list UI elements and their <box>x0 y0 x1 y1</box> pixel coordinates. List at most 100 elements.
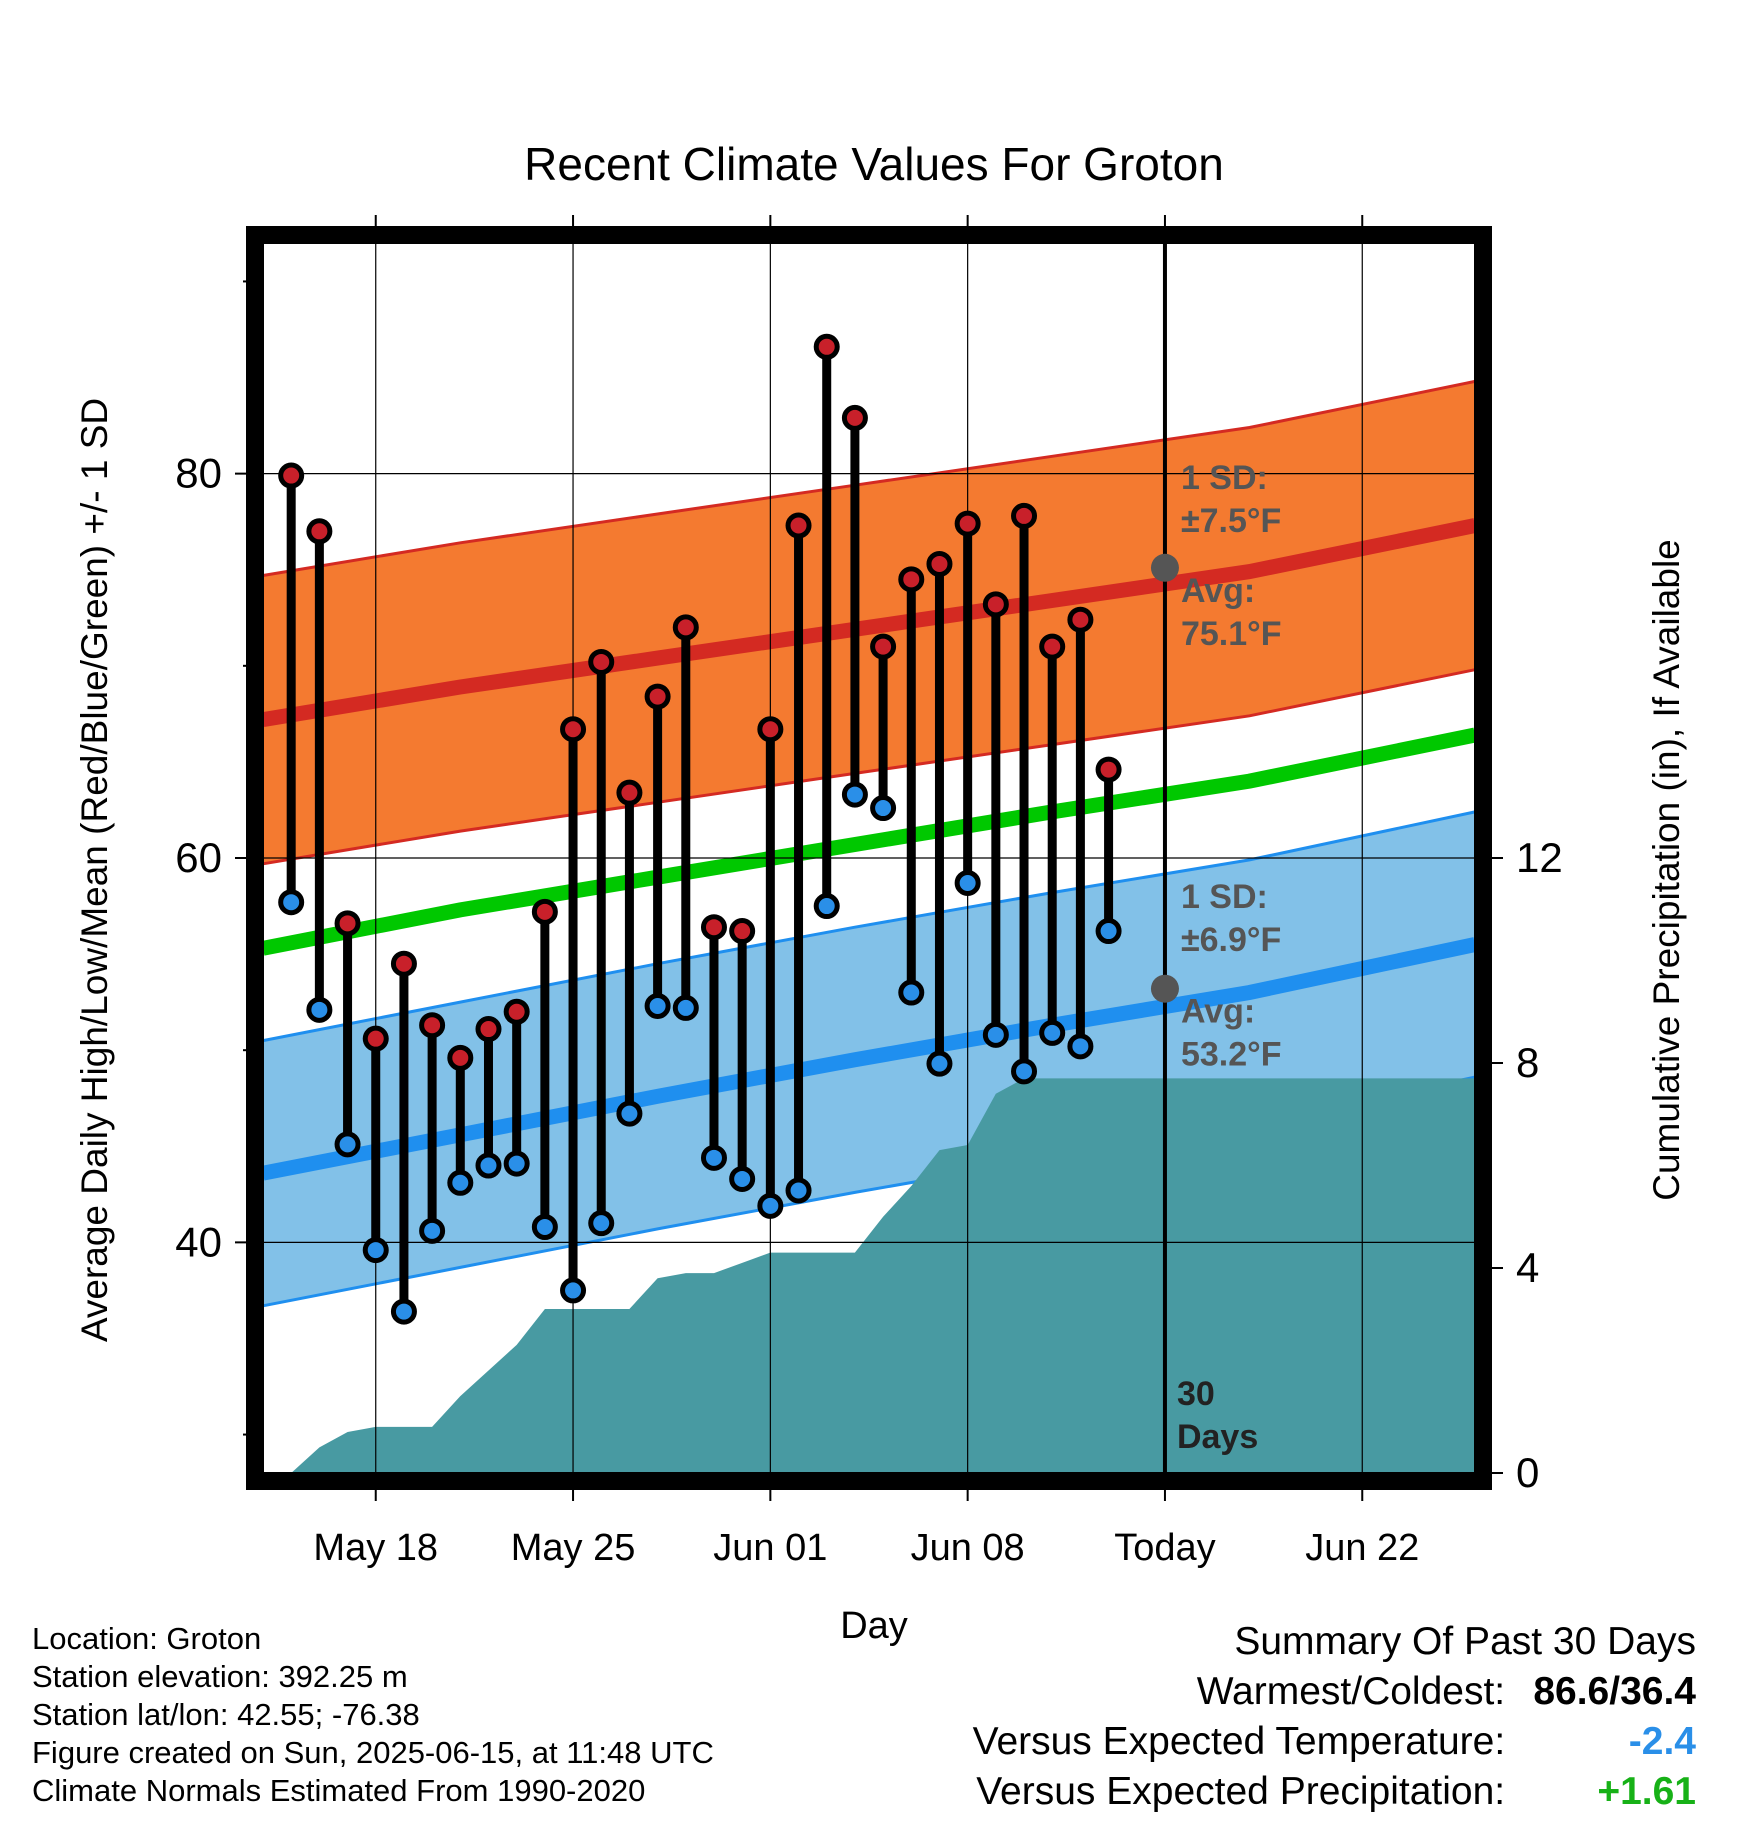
high-band-avg-value: 75.1°F <box>1181 615 1282 653</box>
obs-high-point <box>1039 633 1066 660</box>
period-label-number: 30 <box>1177 1375 1215 1413</box>
obs-low-point <box>926 1050 953 1077</box>
y2-tick-label: 0 <box>1516 1449 1539 1496</box>
obs-low-point <box>390 1298 417 1325</box>
x-tick-label: Jun 08 <box>911 1527 1025 1569</box>
obs-high-point <box>982 591 1009 618</box>
obs-low-point <box>982 1021 1009 1048</box>
high-band-avg-label: Avg: <box>1181 572 1255 610</box>
obs-high-point <box>644 683 671 710</box>
obs-high-point <box>813 333 840 360</box>
created-text: Figure created on Sun, 2025-06-15, at 11… <box>32 1735 714 1770</box>
elevation-text: Station elevation: 392.25 m <box>32 1659 408 1694</box>
y-axis-label: Average Daily High/Low/Mean (Red/Blue/Gr… <box>74 398 115 1342</box>
high-band-avg-marker <box>1150 553 1179 582</box>
obs-low-point <box>1011 1058 1038 1085</box>
x-tick-label: May 18 <box>313 1527 438 1569</box>
obs-high-point <box>475 1016 502 1043</box>
obs-high-point <box>447 1044 474 1071</box>
obs-low-point <box>870 795 897 822</box>
y2-tick-label: 4 <box>1516 1244 1539 1291</box>
obs-high-point <box>390 950 417 977</box>
obs-high-point <box>334 910 361 937</box>
chart-title: Recent Climate Values For Groton <box>524 138 1224 190</box>
obs-high-point <box>1095 756 1122 783</box>
y2-axis-label: Cumulative Precipitation (in), If Availa… <box>1646 539 1687 1201</box>
obs-high-point <box>503 998 530 1025</box>
temp-label: Versus Expected Temperature: <box>972 1720 1506 1763</box>
obs-high-point <box>898 566 925 593</box>
obs-high-point <box>757 716 784 743</box>
latlon-text: Station lat/lon: 42.55; -76.38 <box>32 1697 420 1732</box>
obs-high-point <box>954 510 981 537</box>
y2-tick-label: 8 <box>1516 1039 1539 1086</box>
obs-high-point <box>588 648 615 675</box>
high-band-sd-label: 1 SD: <box>1181 459 1268 497</box>
obs-high-point <box>926 550 953 577</box>
obs-high-point <box>870 633 897 660</box>
obs-low-point <box>954 869 981 896</box>
summary-precip-row: Versus Expected Precipitation: +1.61 <box>973 1767 1696 1817</box>
obs-low-point <box>503 1150 530 1177</box>
obs-low-point <box>278 889 305 916</box>
obs-high-point <box>616 779 643 806</box>
summary-warmest-row: Warmest/Coldest: 86.6/36.4 <box>973 1667 1696 1717</box>
obs-low-point <box>531 1214 558 1240</box>
plot-area: 1 SD: ±7.5°F Avg: 75.1°F 1 SD: ±6.9°F Avg: 53.2… <box>261 243 1477 1473</box>
low-band-avg-label: Avg: <box>1181 993 1255 1031</box>
precip-value: +1.61 <box>1597 1770 1696 1813</box>
obs-low-point <box>362 1237 389 1264</box>
station-info: Location: Groton Station elevation: 392.… <box>32 1620 714 1810</box>
precip-label: Versus Expected Precipitation: <box>976 1770 1506 1813</box>
obs-high-point <box>278 462 305 489</box>
low-band-avg-marker <box>1150 974 1179 1003</box>
obs-high-point <box>1011 502 1038 529</box>
summary-title: Summary Of Past 30 Days <box>1234 1620 1696 1663</box>
obs-low-point <box>475 1152 502 1179</box>
obs-low-point <box>813 893 840 920</box>
obs-low-point <box>419 1217 446 1244</box>
x-axis-label: Day <box>840 1605 908 1647</box>
temp-value: -2.4 <box>1628 1720 1696 1763</box>
obs-low-point <box>560 1277 587 1304</box>
obs-low-point <box>757 1192 784 1219</box>
period-label-unit: Days <box>1177 1418 1258 1456</box>
obs-low-point <box>334 1131 361 1158</box>
obs-low-point <box>1095 918 1122 945</box>
x-tick-label: Jun 22 <box>1305 1527 1419 1569</box>
obs-high-point <box>419 1012 446 1039</box>
y2-tick-label: 12 <box>1516 834 1563 881</box>
y-tick-label: 80 <box>175 450 222 497</box>
warmest-label: Warmest/Coldest: <box>1196 1670 1506 1713</box>
obs-low-point <box>1067 1033 1094 1060</box>
obs-high-point <box>362 1025 389 1052</box>
x-tick-label: May 25 <box>511 1527 636 1569</box>
low-band-avg-value: 53.2°F <box>1181 1036 1282 1074</box>
obs-low-point <box>306 996 333 1023</box>
obs-low-point <box>841 781 868 808</box>
obs-low-point <box>588 1210 615 1237</box>
normal-mean-line <box>261 727 1477 956</box>
obs-high-point <box>841 404 868 431</box>
obs-high-point <box>560 716 587 743</box>
x-tick-label: Jun 01 <box>713 1527 827 1569</box>
obs-high-point <box>785 512 812 539</box>
precip-area <box>263 1078 1475 1473</box>
plot-frame <box>246 226 1492 1490</box>
summary-temp-row: Versus Expected Temperature: -2.4 <box>973 1717 1696 1767</box>
obs-high-point <box>672 614 699 641</box>
normal-low-upper-edge <box>262 810 1476 1043</box>
warmest-value: 86.6/36.4 <box>1533 1670 1696 1713</box>
obs-high-point <box>1067 606 1094 633</box>
normals-text: Climate Normals Estimated From 1990-2020 <box>32 1773 646 1808</box>
obs-high-point <box>531 898 558 925</box>
low-band-sd-value: ±6.9°F <box>1181 921 1281 959</box>
obs-low-point <box>729 1165 756 1192</box>
obs-high-point <box>306 518 333 545</box>
obs-low-point <box>700 1144 727 1171</box>
obs-low-point <box>672 994 699 1021</box>
y-tick-label: 40 <box>175 1218 222 1265</box>
location-text: Location: Groton <box>32 1621 262 1656</box>
obs-low-point <box>785 1177 812 1204</box>
